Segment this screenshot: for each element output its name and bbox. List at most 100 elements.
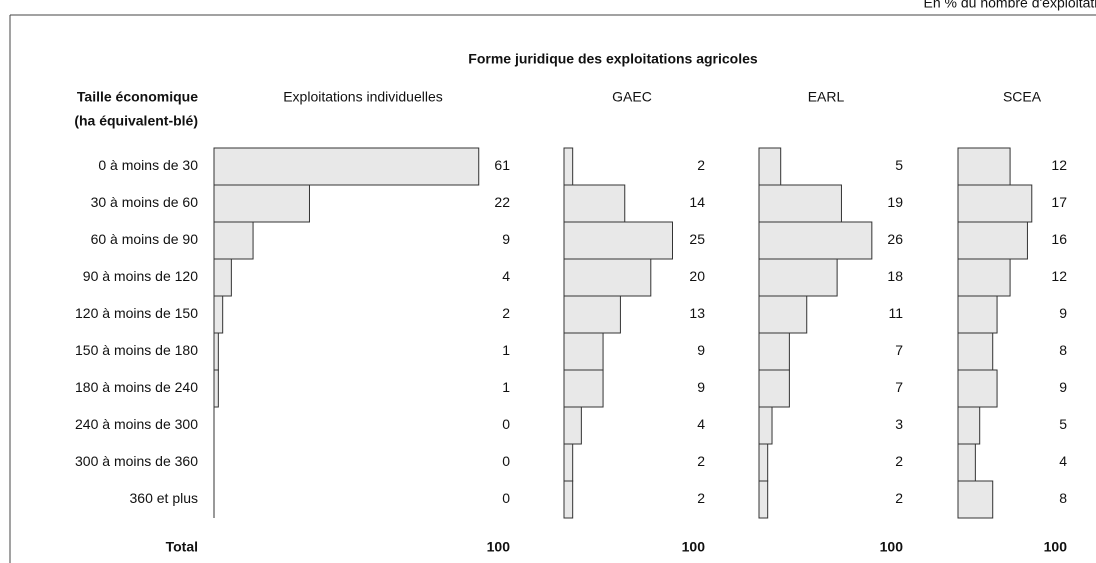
bar (758, 443, 769, 482)
bar (213, 258, 232, 297)
value-label: 11 (888, 305, 903, 321)
value-label: 25 (689, 231, 705, 247)
note: En % du nombre d'exploitations (924, 0, 1096, 11)
bar (957, 443, 976, 482)
bar (957, 332, 994, 371)
bar (563, 443, 574, 482)
value-label: 0 (502, 453, 510, 469)
total-value: 100 (880, 539, 904, 555)
value-label: 7 (895, 379, 903, 395)
total-value: 100 (487, 539, 511, 555)
bar (563, 332, 604, 371)
value-label: 9 (697, 342, 705, 358)
bar (758, 332, 790, 371)
bar (213, 369, 219, 408)
category-label: 90 à moins de 120 (83, 268, 198, 284)
category-label: 360 et plus (130, 490, 199, 506)
value-label: 2 (895, 453, 903, 469)
category-label: 30 à moins de 60 (91, 194, 199, 210)
value-label: 18 (887, 268, 903, 284)
total-value: 100 (1044, 539, 1068, 555)
value-label: 20 (689, 268, 705, 284)
value-label: 13 (689, 305, 705, 321)
bar (758, 147, 782, 186)
value-label: 4 (502, 268, 510, 284)
value-label: 5 (1059, 416, 1067, 432)
value-label: 1 (502, 342, 510, 358)
bar (563, 406, 582, 445)
value-label: 61 (494, 157, 510, 173)
bar (563, 221, 673, 260)
bar (957, 480, 994, 519)
category-label: 180 à moins de 240 (75, 379, 198, 395)
value-label: 9 (502, 231, 510, 247)
value-label: 9 (1059, 305, 1067, 321)
category-label: 150 à moins de 180 (75, 342, 198, 358)
bar (213, 332, 219, 371)
category-label: 0 à moins de 30 (98, 157, 198, 173)
bar (957, 147, 1011, 186)
value-label: 2 (697, 490, 705, 506)
bar (758, 221, 873, 260)
bar (213, 295, 224, 334)
value-label: 2 (895, 490, 903, 506)
bar (213, 221, 254, 260)
value-label: 3 (895, 416, 903, 432)
value-label: 0 (502, 490, 510, 506)
category-label: 120 à moins de 150 (75, 305, 198, 321)
bar (957, 369, 998, 408)
value-label: 26 (887, 231, 903, 247)
value-label: 14 (689, 194, 705, 210)
bar (563, 184, 626, 223)
value-label: 4 (1059, 453, 1067, 469)
category-label: 300 à moins de 360 (75, 453, 198, 469)
bar (563, 480, 574, 519)
bar (957, 406, 981, 445)
bar (758, 184, 842, 223)
bar (758, 369, 790, 408)
bar (563, 295, 621, 334)
bar (213, 147, 480, 186)
value-label: 8 (1059, 342, 1067, 358)
value-label: 19 (887, 194, 903, 210)
value-label: 2 (697, 157, 705, 173)
row-header: Taille économique (77, 89, 198, 105)
bar (563, 258, 652, 297)
value-label: 22 (494, 194, 510, 210)
value-label: 7 (895, 342, 903, 358)
category-label: 240 à moins de 300 (75, 416, 198, 432)
value-label: 2 (697, 453, 705, 469)
value-label: 16 (1051, 231, 1067, 247)
value-label: 1 (502, 379, 510, 395)
bar (213, 184, 310, 223)
value-label: 9 (1059, 379, 1067, 395)
value-label: 4 (697, 416, 705, 432)
bar (563, 369, 604, 408)
value-label: 8 (1059, 490, 1067, 506)
panel-title: EARL (808, 89, 845, 105)
value-label: 12 (1051, 268, 1067, 284)
value-label: 17 (1051, 194, 1067, 210)
bar (758, 406, 773, 445)
bar (957, 184, 1033, 223)
value-label: 0 (502, 416, 510, 432)
value-label: 5 (895, 157, 903, 173)
value-label: 9 (697, 379, 705, 395)
bar (957, 221, 1028, 260)
total-label: Total (166, 539, 198, 555)
panel-title: SCEA (1003, 89, 1042, 105)
panel-title: Exploitations individuelles (283, 89, 443, 105)
row-header: (ha équivalent-blé) (74, 113, 198, 129)
bar (957, 295, 998, 334)
panel-title: GAEC (612, 89, 652, 105)
bar (563, 147, 574, 186)
bar (758, 258, 838, 297)
bar (758, 480, 769, 519)
value-label: 2 (502, 305, 510, 321)
bar (957, 258, 1011, 297)
figure-title: Forme juridique des exploitations agrico… (468, 51, 758, 67)
bar (758, 295, 808, 334)
total-value: 100 (682, 539, 706, 555)
value-label: 12 (1051, 157, 1067, 173)
